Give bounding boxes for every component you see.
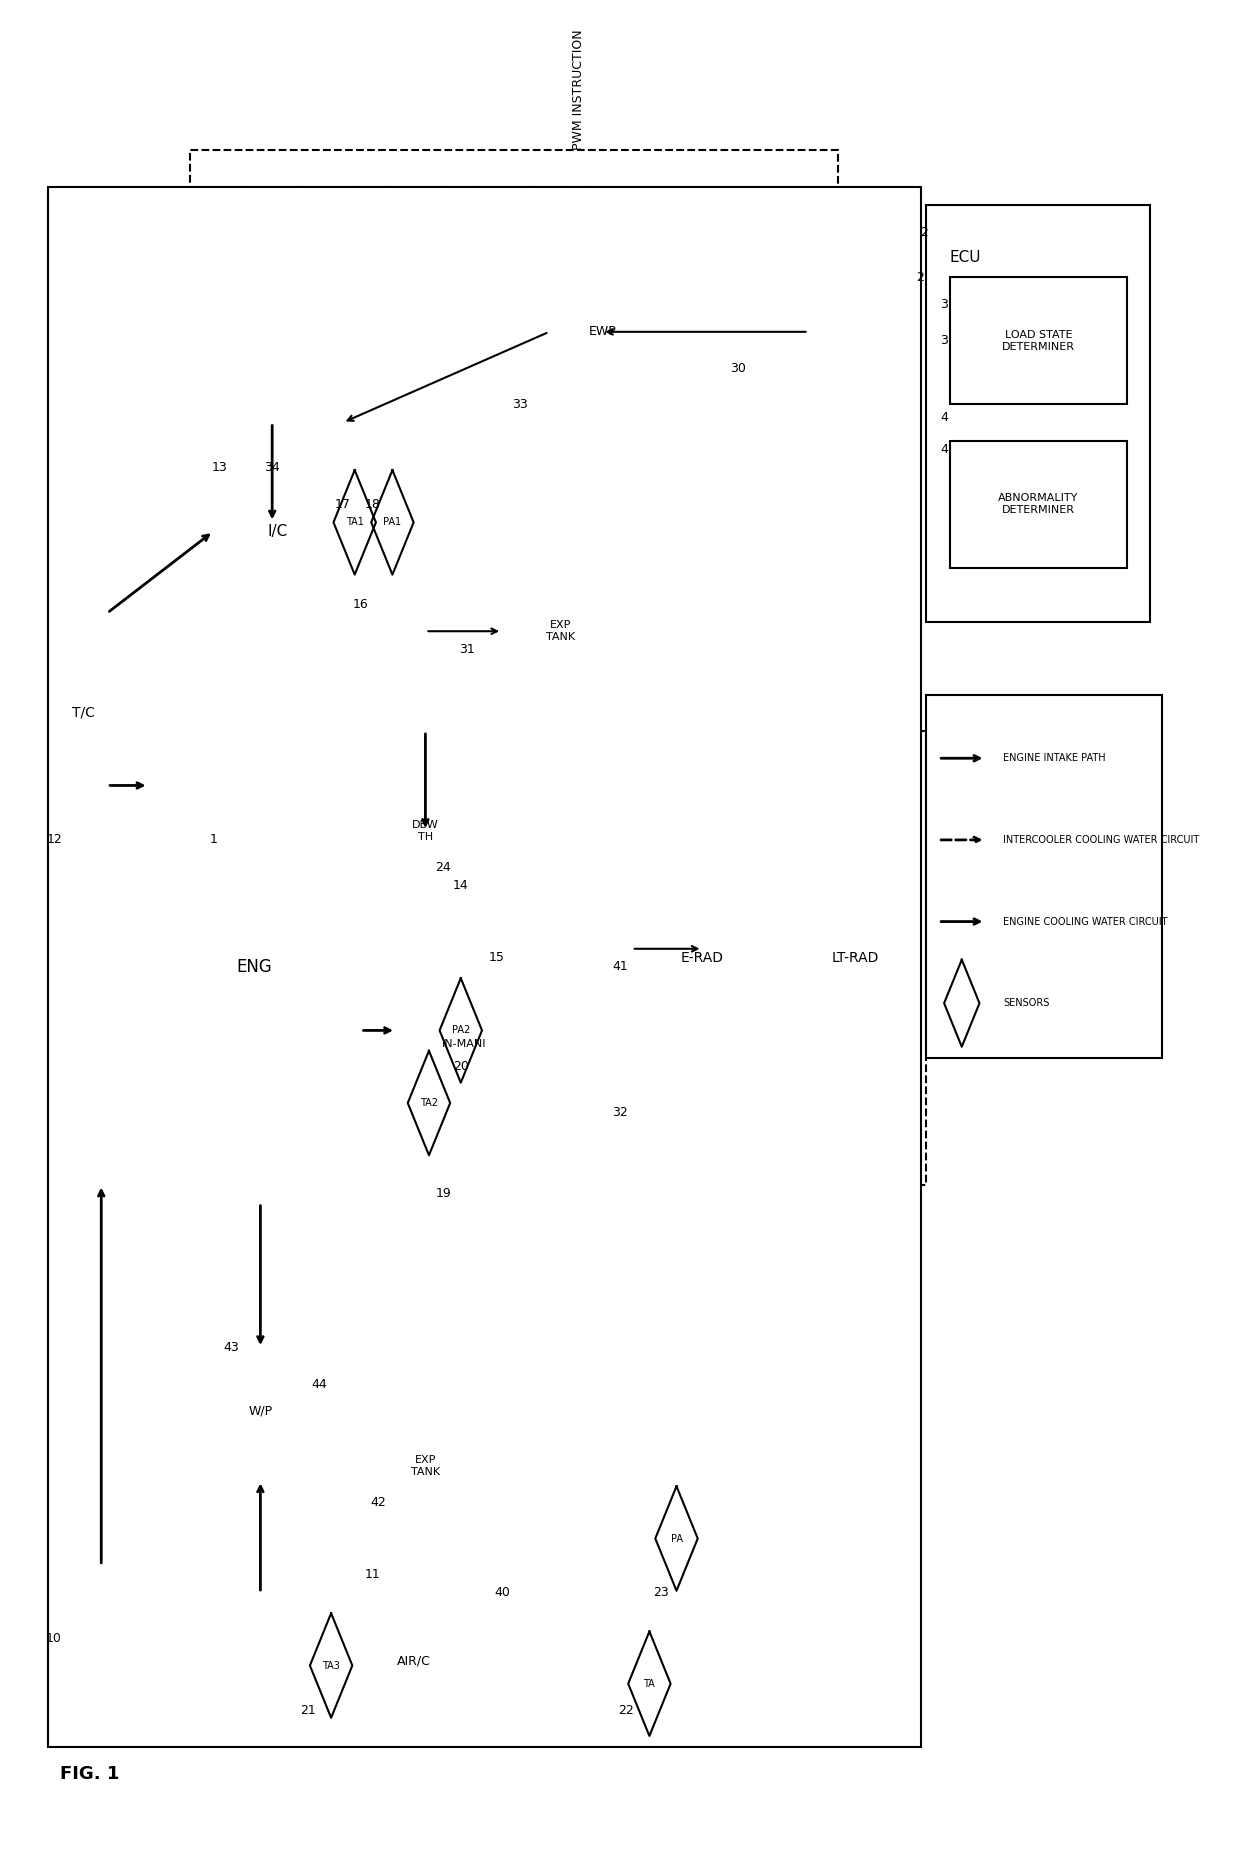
FancyBboxPatch shape — [154, 332, 402, 730]
Text: 3: 3 — [940, 298, 949, 311]
Text: 43: 43 — [223, 1341, 239, 1354]
Text: 24: 24 — [435, 861, 451, 874]
Text: ENGINE INTAKE PATH: ENGINE INTAKE PATH — [1003, 753, 1106, 764]
Text: T/C: T/C — [72, 706, 95, 719]
Bar — [361, 1602, 466, 1720]
Bar — [926, 695, 1162, 1058]
Text: TA2: TA2 — [420, 1097, 438, 1108]
Text: 40: 40 — [494, 1587, 510, 1600]
Text: 18: 18 — [365, 497, 381, 510]
Text: 2: 2 — [916, 270, 925, 283]
Text: 10: 10 — [46, 1632, 62, 1645]
Text: TA: TA — [644, 1679, 655, 1688]
Bar — [190, 151, 838, 1203]
Text: 4: 4 — [940, 410, 949, 423]
Text: LOAD STATE
DETERMINER: LOAD STATE DETERMINER — [1002, 330, 1075, 352]
Text: INTERCOOLER COOLING WATER CIRCUIT: INTERCOOLER COOLING WATER CIRCUIT — [1003, 835, 1199, 846]
Text: 1: 1 — [210, 833, 217, 846]
Text: TA3: TA3 — [322, 1660, 340, 1671]
Bar — [950, 278, 1127, 404]
Text: 20: 20 — [453, 1060, 469, 1073]
Text: PA1: PA1 — [383, 518, 402, 527]
Bar — [785, 730, 926, 1185]
Bar — [950, 442, 1127, 568]
Text: 16: 16 — [352, 598, 368, 611]
FancyBboxPatch shape — [337, 812, 590, 1276]
Circle shape — [372, 749, 479, 913]
Text: 19: 19 — [435, 1187, 451, 1200]
Text: I/C: I/C — [268, 524, 288, 538]
Text: PA: PA — [671, 1533, 682, 1544]
Text: LT-RAD: LT-RAD — [832, 950, 879, 965]
Text: 4: 4 — [940, 443, 949, 456]
Text: ENG: ENG — [237, 958, 273, 976]
Text: 21: 21 — [300, 1705, 315, 1718]
Text: EXP
TANK: EXP TANK — [547, 620, 575, 643]
Text: IN-MANI: IN-MANI — [441, 1040, 486, 1049]
Text: 14: 14 — [453, 879, 469, 892]
Text: DBW
TH: DBW TH — [412, 820, 439, 842]
Text: 22: 22 — [618, 1705, 634, 1718]
Circle shape — [216, 1343, 305, 1481]
Text: AIR/C: AIR/C — [397, 1654, 430, 1667]
FancyBboxPatch shape — [301, 1293, 549, 1638]
Bar — [926, 205, 1151, 622]
Circle shape — [558, 263, 647, 401]
Text: 31: 31 — [459, 643, 475, 656]
Bar — [631, 730, 774, 1185]
Text: 23: 23 — [653, 1587, 670, 1600]
Text: ECU: ECU — [950, 250, 982, 265]
Text: 13: 13 — [211, 462, 227, 475]
Text: 2: 2 — [920, 225, 928, 238]
Text: PA2: PA2 — [451, 1025, 470, 1036]
Text: TA1: TA1 — [346, 518, 363, 527]
Text: 34: 34 — [264, 462, 280, 475]
FancyBboxPatch shape — [89, 641, 419, 1293]
Text: ABNORMALITY
DETERMINER: ABNORMALITY DETERMINER — [998, 494, 1079, 514]
Text: 32: 32 — [613, 1105, 627, 1118]
Text: 15: 15 — [489, 952, 505, 965]
Text: FIG. 1: FIG. 1 — [60, 1766, 119, 1783]
Text: E-RAD: E-RAD — [681, 950, 724, 965]
Text: PWM INSTRUCTION: PWM INSTRUCTION — [572, 30, 585, 151]
Text: 12: 12 — [46, 833, 62, 846]
Text: W/P: W/P — [248, 1405, 273, 1418]
Text: 17: 17 — [335, 497, 351, 510]
Text: 11: 11 — [365, 1569, 381, 1582]
Text: 41: 41 — [613, 961, 627, 974]
Text: SENSORS: SENSORS — [1003, 999, 1049, 1008]
FancyBboxPatch shape — [443, 458, 678, 803]
Text: EWP: EWP — [588, 326, 616, 339]
Text: ENGINE COOLING WATER CIRCUIT: ENGINE COOLING WATER CIRCUIT — [1003, 917, 1168, 926]
Text: 30: 30 — [730, 361, 745, 374]
Bar — [48, 186, 920, 1747]
Text: 3: 3 — [940, 333, 949, 347]
Text: 44: 44 — [311, 1379, 327, 1392]
Text: 42: 42 — [371, 1496, 386, 1509]
Text: EXP
TANK: EXP TANK — [410, 1455, 440, 1477]
Text: 33: 33 — [512, 399, 527, 412]
